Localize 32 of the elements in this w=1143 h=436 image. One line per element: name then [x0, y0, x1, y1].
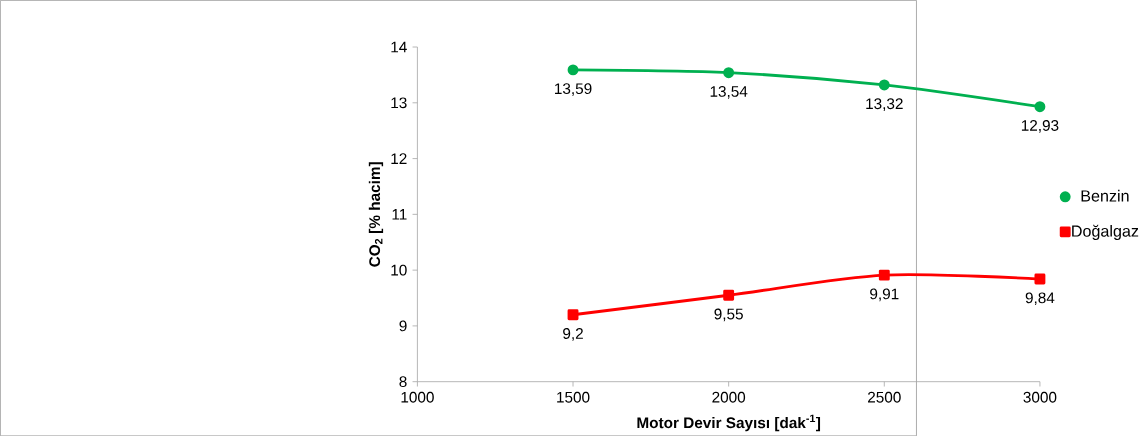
- x-tick-label: 2500: [868, 391, 901, 403]
- x-tick-label: 1000: [401, 391, 434, 403]
- data-label: 9,55: [714, 308, 743, 322]
- point: [723, 67, 735, 78]
- data-label: 13,59: [555, 83, 592, 96]
- x-tick-label: 2000: [712, 391, 746, 403]
- point: [878, 79, 890, 91]
- data-label: 9,91: [870, 288, 899, 301]
- text: Motor Devir Sayısı [dak$^{-1}$]: [637, 414, 821, 432]
- y-tick-label: 13: [391, 97, 407, 109]
- text: CO$_{2}$ [% hacim]: [368, 162, 384, 267]
- point: [723, 289, 735, 301]
- data-label: 13,32: [866, 98, 903, 111]
- x-tick-label: 1500: [557, 391, 590, 403]
- point: [1034, 101, 1046, 112]
- point: [878, 269, 890, 281]
- point: [567, 309, 579, 321]
- legend-label: Doğalgaz: [1072, 224, 1139, 240]
- point: [567, 64, 579, 76]
- legend-label: Benzin: [1081, 189, 1129, 202]
- y-tick-label: 10: [391, 264, 407, 276]
- y-tick-label: 14: [391, 41, 407, 53]
- y-tick-label: 9: [399, 320, 407, 332]
- data-label: 9,84: [1025, 292, 1055, 305]
- data-label: 9,2: [563, 327, 583, 341]
- x-tick-label: 3000: [1023, 391, 1057, 403]
- data-label: 12,93: [1021, 119, 1059, 133]
- data-label: 13,54: [710, 85, 748, 99]
- y-tick-label: 12: [391, 153, 407, 164]
- y-tick-label: 8: [399, 376, 407, 387]
- point: [1034, 273, 1046, 285]
- y-tick-label: 11: [392, 208, 407, 220]
